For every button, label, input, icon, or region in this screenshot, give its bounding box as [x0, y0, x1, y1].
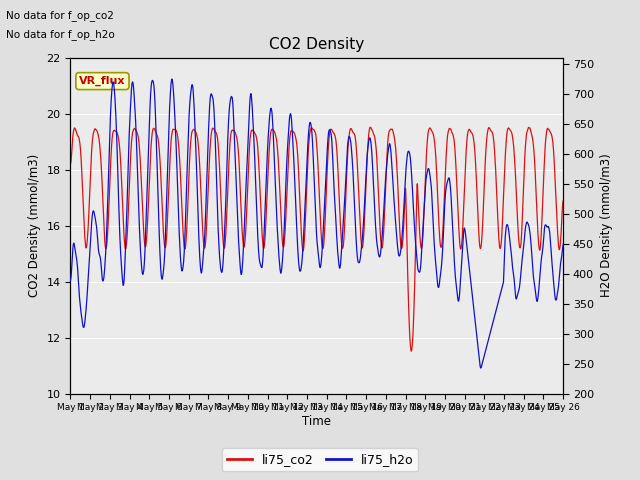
Text: No data for f_op_co2: No data for f_op_co2 — [6, 10, 115, 21]
Y-axis label: H2O Density (mmol/m3): H2O Density (mmol/m3) — [600, 154, 612, 298]
Title: CO2 Density: CO2 Density — [269, 37, 364, 52]
Text: VR_flux: VR_flux — [79, 76, 125, 86]
Text: No data for f_op_h2o: No data for f_op_h2o — [6, 29, 115, 40]
Y-axis label: CO2 Density (mmol/m3): CO2 Density (mmol/m3) — [28, 154, 41, 297]
X-axis label: Time: Time — [302, 415, 332, 428]
Legend: li75_co2, li75_h2o: li75_co2, li75_h2o — [221, 448, 419, 471]
